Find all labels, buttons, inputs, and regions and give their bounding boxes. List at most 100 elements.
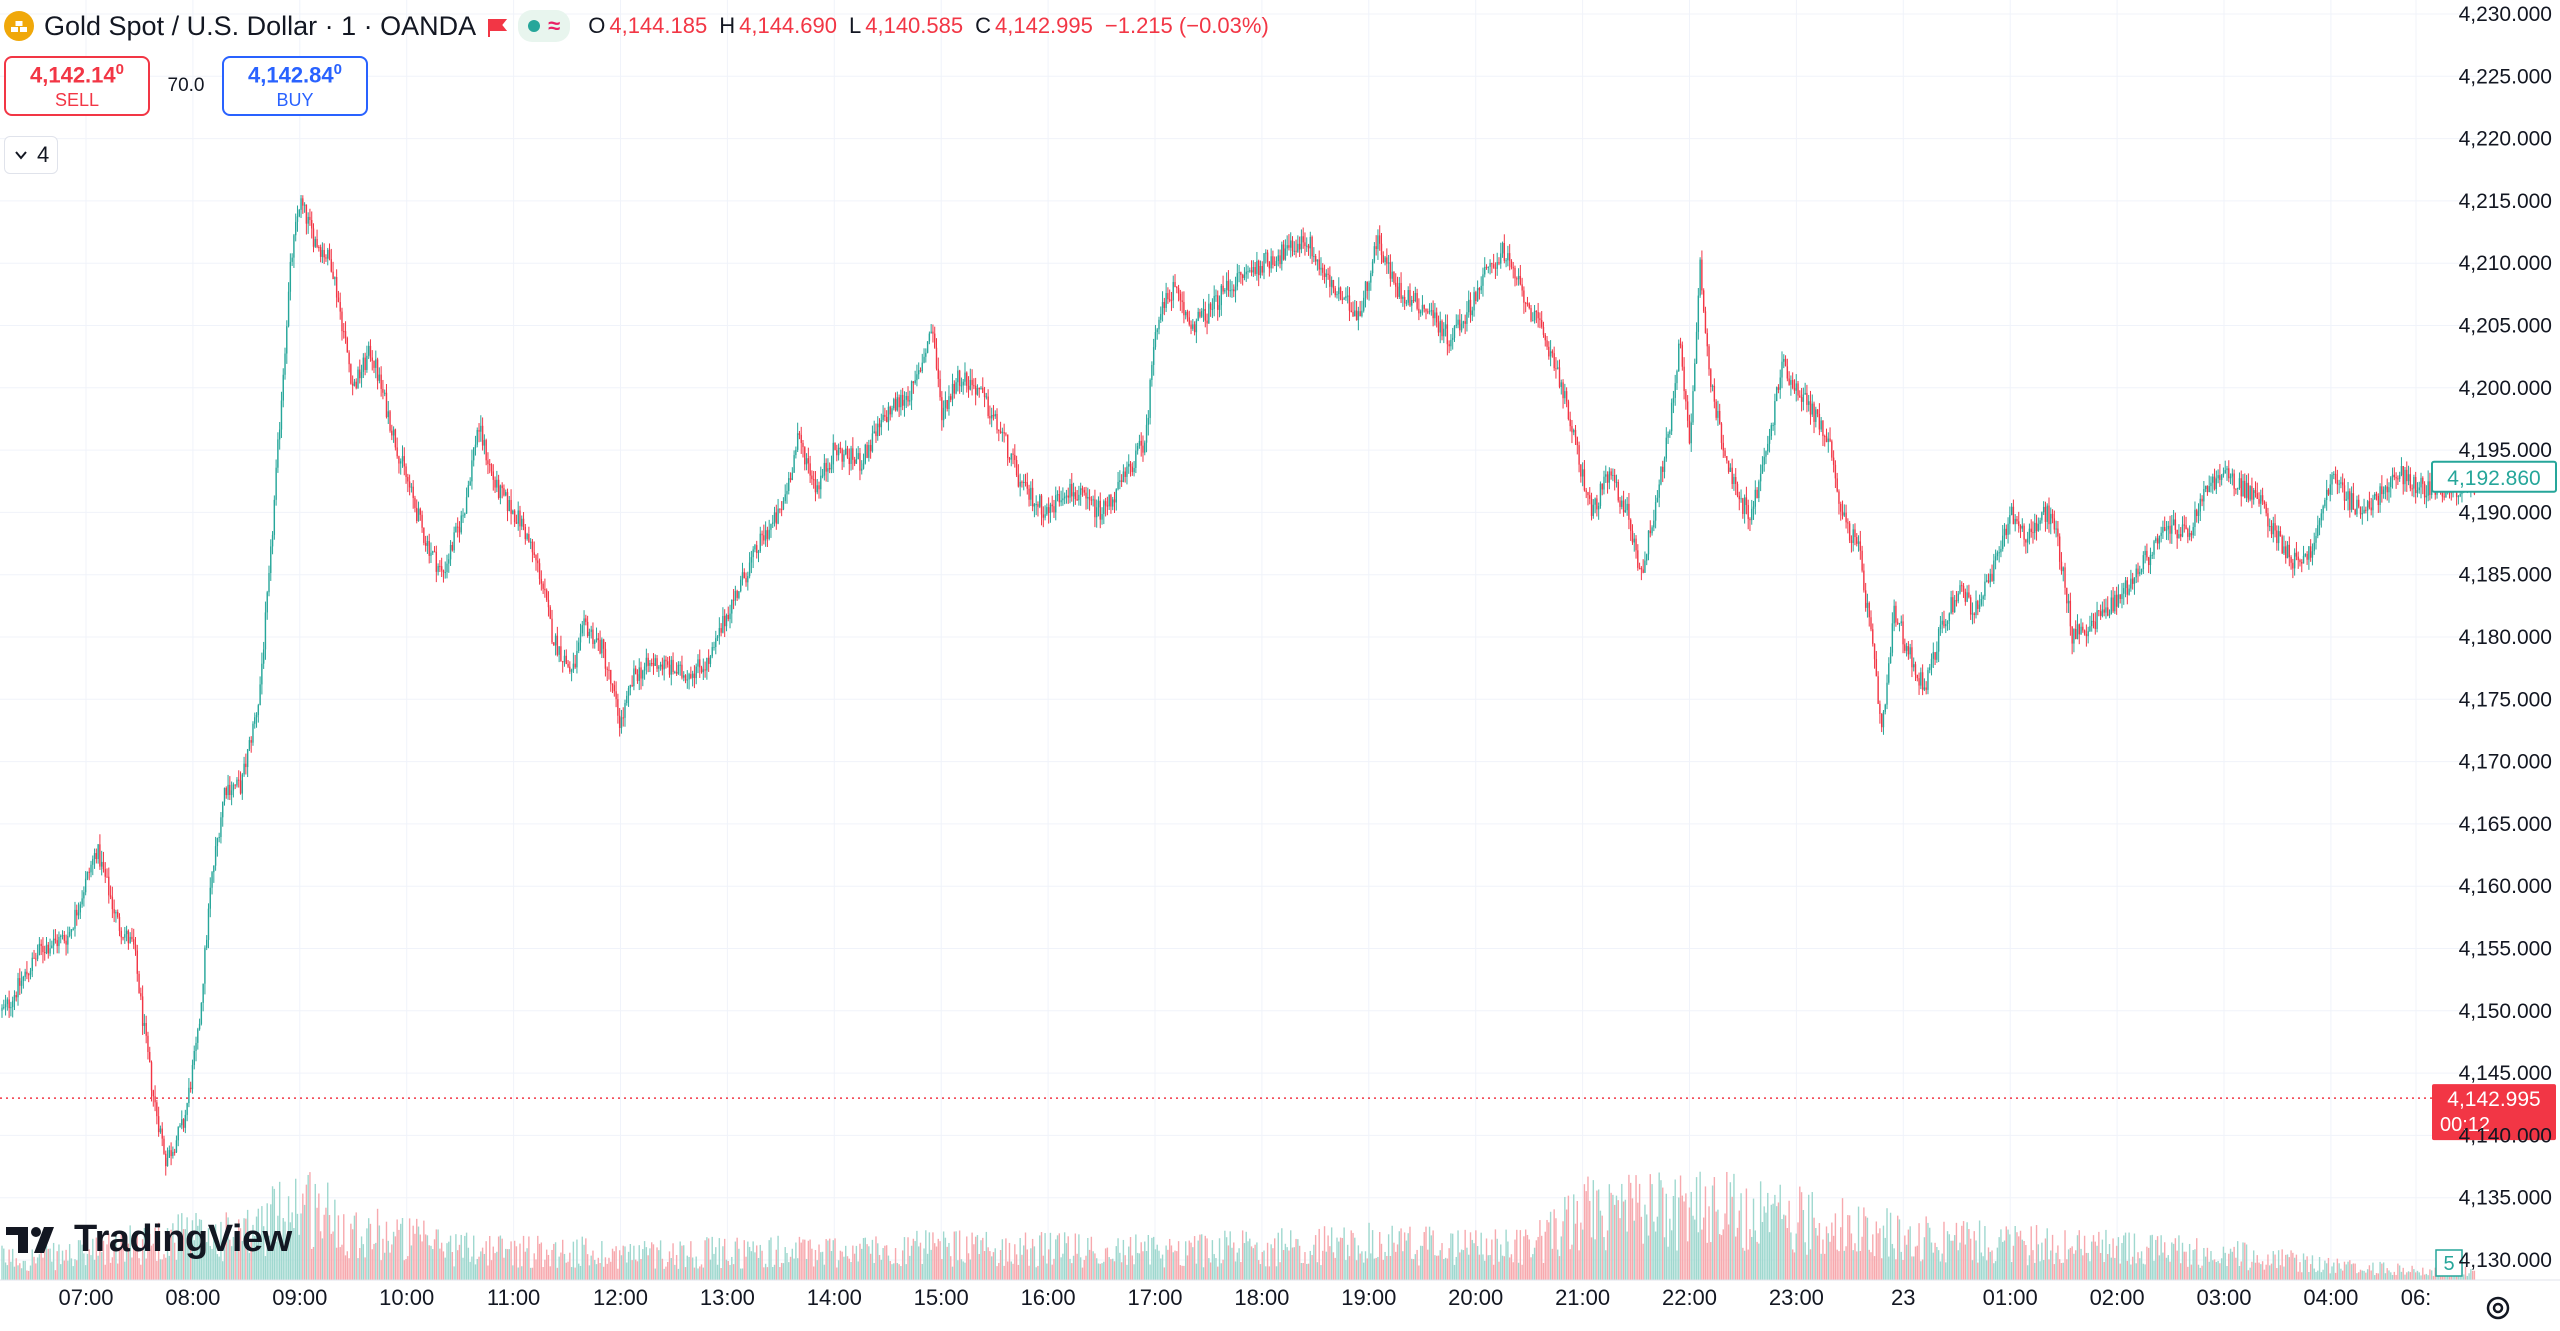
candle-body: [1824, 436, 1826, 438]
volume-bar: [2386, 1268, 2388, 1280]
volume-bar: [1768, 1232, 1771, 1280]
volume-bar: [634, 1259, 637, 1280]
volume-bar: [699, 1266, 701, 1280]
candle-body: [1914, 664, 1917, 675]
settings-button[interactable]: [2480, 1290, 2516, 1326]
candle-body: [1583, 469, 1586, 491]
candle-body: [528, 534, 530, 543]
candle-body: [2418, 487, 2420, 491]
volume-bar: [1024, 1232, 1027, 1280]
candle-body: [1630, 519, 1632, 531]
candle-body: [837, 447, 840, 456]
volume-bar: [595, 1264, 598, 1280]
volume-bar: [937, 1238, 939, 1280]
symbol-title[interactable]: Gold Spot / U.S. Dollar · 1 · OANDA: [44, 10, 477, 41]
candle-body: [1435, 312, 1438, 323]
candle-body: [227, 784, 229, 796]
candle-body: [1615, 482, 1618, 484]
volume-bar: [1913, 1256, 1915, 1280]
candle-body: [2443, 496, 2445, 498]
candle-body: [2075, 628, 2077, 639]
volume-bar: [759, 1244, 761, 1280]
volume-bar: [1818, 1223, 1821, 1280]
volume-bar: [2080, 1248, 2082, 1280]
candle-body: [497, 479, 500, 498]
candle-body: [818, 485, 820, 490]
volume-bar: [1366, 1258, 1368, 1280]
volume-bar: [1731, 1196, 1733, 1280]
candle-body: [2003, 528, 2006, 536]
volume-bar: [58, 1244, 60, 1280]
sell-button[interactable]: 4,142.140 SELL: [4, 56, 150, 116]
candle-body: [1188, 317, 1190, 325]
tradingview-logo[interactable]: TradingView: [6, 1218, 292, 1261]
volume-bar: [191, 1220, 194, 1280]
candle-body: [28, 974, 30, 976]
y-tick-label: 4,205.000: [2459, 315, 2552, 338]
volume-bar: [227, 1217, 229, 1280]
volume-bar: [974, 1236, 977, 1280]
volume-bar: [1599, 1210, 1602, 1280]
volume-bar: [1541, 1235, 1543, 1280]
volume-bar: [245, 1218, 247, 1280]
volume-bar: [1870, 1252, 1872, 1280]
volume-bar: [569, 1252, 571, 1280]
candle-body: [1473, 292, 1475, 311]
volume-bar: [351, 1229, 354, 1280]
candle-body: [56, 940, 58, 947]
volume-bar: [2384, 1273, 2387, 1280]
volume-bar: [1368, 1222, 1370, 1280]
volume-bar: [2400, 1271, 2403, 1280]
volume-bar: [1330, 1227, 1333, 1280]
volume-bar: [173, 1242, 176, 1280]
volume-bar: [2174, 1238, 2177, 1280]
volume-bar: [2164, 1242, 2166, 1280]
volume-bar: [2135, 1263, 2137, 1280]
volume-bar: [1743, 1250, 1746, 1280]
candle-body: [376, 359, 379, 381]
volume-bar: [1726, 1171, 1728, 1280]
volume-bar: [2263, 1269, 2266, 1280]
candle-body: [287, 291, 290, 327]
candle-body: [748, 562, 751, 577]
volume-bar: [478, 1256, 480, 1280]
candle-body: [1108, 494, 1110, 507]
volume-bar: [757, 1257, 760, 1280]
y-tick-label: 4,200.000: [2459, 377, 2552, 400]
volume-bar: [588, 1265, 591, 1280]
candle-body: [2229, 476, 2232, 479]
volume-bar: [2249, 1267, 2251, 1280]
volume-bar: [934, 1243, 936, 1280]
candle-body: [1825, 436, 1828, 442]
volume-bar: [451, 1251, 454, 1280]
volume-bar: [736, 1237, 738, 1280]
ohlc-values: O 4,144.185 H 4,144.690 L 4,140.585 C 4,142.…: [588, 13, 1277, 39]
volume-bar: [1854, 1243, 1856, 1280]
candle-body: [631, 684, 633, 687]
volume-bar: [432, 1249, 434, 1280]
candle-body: [1330, 280, 1333, 287]
candle-body: [551, 618, 553, 643]
candle-body: [1079, 488, 1082, 495]
candle-body: [937, 368, 939, 379]
candle-body: [1014, 454, 1016, 461]
candle-body: [1056, 494, 1059, 496]
candle-body: [918, 370, 920, 375]
indicators-toggle-button[interactable]: 4: [4, 136, 59, 174]
flag-icon[interactable]: [486, 15, 508, 37]
candle-body: [38, 943, 41, 956]
volume-bar: [1852, 1250, 1854, 1280]
candle-body: [341, 311, 343, 332]
candle-body: [1183, 302, 1185, 316]
market-status-pill[interactable]: ≈: [518, 10, 571, 42]
candle-body: [1092, 499, 1094, 501]
buy-button[interactable]: 4,142.840 BUY: [222, 56, 368, 116]
candle-body: [1590, 498, 1593, 516]
volume-bar: [1811, 1192, 1813, 1280]
volume-bar: [2204, 1256, 2207, 1280]
candle-body: [2034, 522, 2036, 533]
candle-body: [1218, 305, 1221, 310]
volume-bar: [209, 1245, 211, 1280]
volume-bar: [2101, 1239, 2104, 1280]
